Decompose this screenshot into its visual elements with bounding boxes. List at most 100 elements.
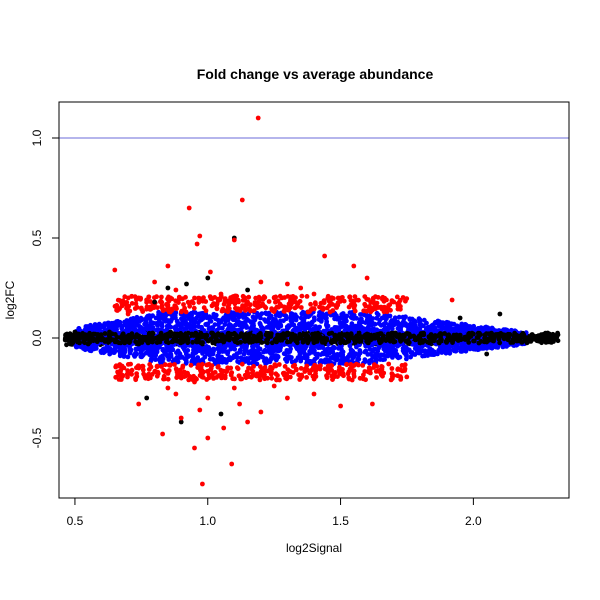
data-point bbox=[455, 337, 460, 342]
data-point bbox=[209, 363, 215, 369]
data-point bbox=[265, 375, 270, 381]
data-point bbox=[232, 301, 238, 307]
data-point bbox=[368, 335, 373, 341]
data-point bbox=[225, 309, 231, 315]
data-point bbox=[101, 347, 106, 353]
data-point bbox=[147, 307, 153, 312]
data-point bbox=[341, 298, 347, 304]
data-point bbox=[189, 331, 195, 337]
data-point bbox=[222, 356, 227, 362]
data-point bbox=[356, 353, 362, 358]
data-point bbox=[395, 343, 400, 349]
data-point bbox=[357, 336, 363, 342]
data-point bbox=[427, 340, 432, 346]
data-point bbox=[154, 373, 160, 379]
data-point bbox=[201, 328, 207, 333]
data-point bbox=[310, 365, 316, 371]
data-point bbox=[344, 362, 349, 368]
data-point bbox=[140, 363, 146, 369]
data-point bbox=[422, 338, 428, 343]
data-point bbox=[125, 333, 131, 339]
data-point bbox=[276, 304, 281, 310]
data-point bbox=[185, 348, 191, 353]
data-point bbox=[181, 302, 186, 307]
data-point bbox=[462, 336, 468, 341]
data-point bbox=[245, 419, 251, 425]
data-point bbox=[272, 354, 277, 360]
data-point bbox=[163, 333, 169, 339]
data-point bbox=[125, 295, 131, 301]
data-point bbox=[305, 335, 311, 341]
data-point bbox=[183, 294, 188, 300]
data-point bbox=[324, 353, 330, 358]
data-point bbox=[293, 338, 298, 344]
data-point bbox=[466, 340, 472, 345]
data-point bbox=[137, 327, 143, 333]
data-point bbox=[239, 333, 244, 339]
data-point bbox=[144, 395, 150, 401]
data-point bbox=[225, 304, 231, 310]
data-point bbox=[183, 358, 189, 363]
data-point bbox=[425, 328, 430, 334]
data-point bbox=[225, 331, 231, 337]
data-point bbox=[417, 320, 423, 325]
data-point bbox=[248, 308, 254, 314]
data-point bbox=[304, 294, 310, 299]
data-point bbox=[313, 339, 318, 345]
data-point bbox=[256, 298, 262, 304]
data-point bbox=[152, 299, 158, 305]
data-point bbox=[157, 339, 163, 345]
data-point bbox=[471, 331, 476, 337]
data-point bbox=[239, 361, 245, 367]
data-point bbox=[303, 354, 309, 360]
data-point bbox=[335, 352, 340, 357]
data-point bbox=[183, 309, 189, 315]
data-point bbox=[237, 308, 243, 314]
data-point bbox=[299, 311, 305, 317]
data-point bbox=[406, 340, 412, 345]
data-point bbox=[161, 312, 167, 318]
data-point bbox=[152, 357, 158, 362]
data-point bbox=[373, 355, 378, 361]
data-point bbox=[322, 253, 327, 259]
data-point bbox=[222, 322, 228, 327]
data-point bbox=[257, 346, 263, 352]
data-point bbox=[232, 346, 238, 352]
data-point bbox=[167, 362, 173, 368]
data-point bbox=[298, 305, 304, 310]
data-point bbox=[99, 337, 104, 343]
data-point bbox=[205, 362, 211, 368]
data-point bbox=[222, 375, 228, 381]
data-point bbox=[197, 335, 203, 340]
data-point bbox=[299, 293, 305, 299]
data-point bbox=[545, 330, 551, 336]
data-point bbox=[200, 341, 205, 347]
data-point bbox=[386, 303, 392, 308]
data-point bbox=[125, 374, 130, 380]
data-point bbox=[367, 304, 373, 310]
data-point bbox=[166, 298, 172, 304]
data-point bbox=[195, 355, 201, 360]
data-point bbox=[504, 327, 510, 333]
data-point bbox=[166, 309, 172, 315]
data-point bbox=[205, 351, 211, 357]
data-point bbox=[253, 295, 259, 301]
data-point bbox=[321, 329, 327, 334]
data-point bbox=[351, 263, 357, 269]
data-point bbox=[331, 370, 337, 376]
data-point bbox=[252, 355, 258, 360]
data-point bbox=[209, 296, 215, 302]
data-point bbox=[159, 294, 164, 300]
data-point bbox=[182, 374, 187, 379]
data-point bbox=[256, 304, 262, 310]
data-point bbox=[475, 347, 481, 353]
data-point bbox=[497, 333, 503, 339]
data-point bbox=[375, 348, 381, 354]
data-point bbox=[398, 375, 404, 381]
data-point bbox=[252, 348, 258, 354]
data-point bbox=[150, 339, 155, 345]
data-point bbox=[145, 340, 151, 346]
data-point bbox=[199, 361, 205, 367]
data-point bbox=[378, 304, 384, 310]
data-point bbox=[185, 299, 191, 305]
